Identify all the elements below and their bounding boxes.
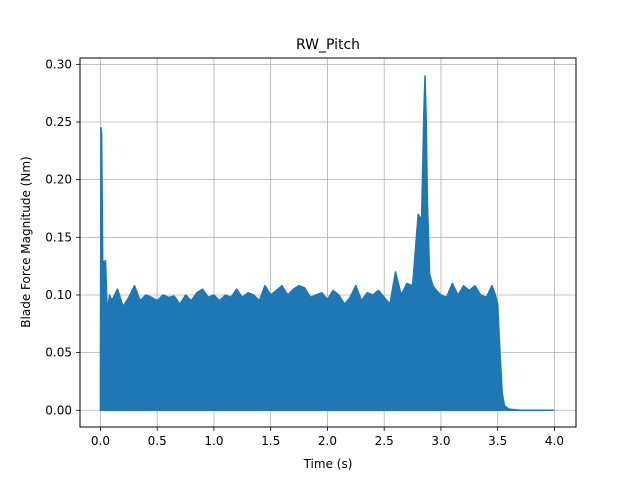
y-axis-label: Blade Force Magnitude (Nm)	[19, 156, 33, 327]
series-envelope	[99, 75, 555, 412]
x-axis-label: Time (s)	[303, 457, 353, 471]
x-tick-label: 3.5	[488, 434, 507, 448]
y-tick-label: 0.00	[45, 403, 72, 417]
chart-title: RW_Pitch	[296, 37, 360, 53]
x-tick-label: 1.0	[204, 434, 223, 448]
y-tick-label: 0.30	[45, 57, 72, 71]
y-tick-label: 0.10	[45, 288, 72, 302]
y-tick-label: 0.05	[45, 346, 72, 360]
y-tick-label: 0.25	[45, 115, 72, 129]
x-tick-label: 3.0	[431, 434, 450, 448]
x-tick-label: 0.0	[91, 434, 110, 448]
x-tick-label: 4.0	[545, 434, 564, 448]
plot-frame	[79, 57, 577, 428]
x-axis: 0.0 0.5 1.0 1.5 2.0 2.5 3.0 3.5 4.0	[91, 427, 564, 448]
x-tick-label: 1.5	[261, 434, 280, 448]
series-layer	[99, 75, 555, 412]
y-axis: 0.00 0.05 0.10 0.15 0.20 0.25 0.30	[45, 57, 80, 417]
y-tick-label: 0.15	[45, 230, 72, 244]
y-tick-label: 0.20	[45, 173, 72, 187]
x-tick-label: 2.0	[318, 434, 337, 448]
x-tick-label: 0.5	[148, 434, 167, 448]
x-tick-label: 2.5	[375, 434, 394, 448]
